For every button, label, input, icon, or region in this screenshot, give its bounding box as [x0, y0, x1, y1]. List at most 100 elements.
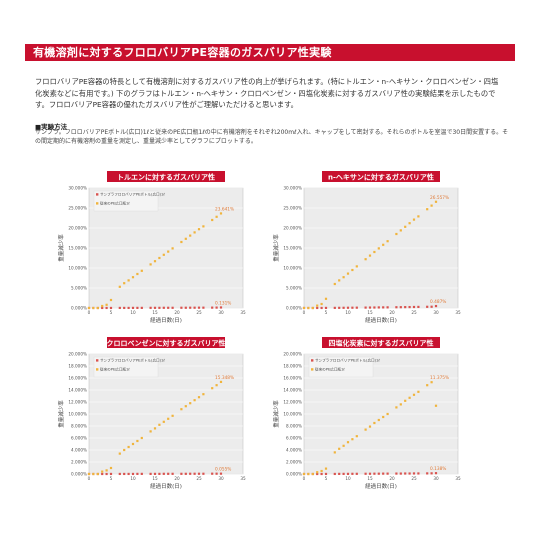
data-point-conventional: [434, 200, 438, 203]
data-point-fluoro: [215, 472, 218, 475]
data-point-fluoro: [342, 472, 345, 475]
data-point-conventional: [171, 414, 174, 417]
data-point-conventional: [342, 276, 345, 279]
data-point-fluoro: [364, 472, 367, 475]
y-tick-label: 10.000%: [283, 412, 302, 417]
x-tick-label: 15: [152, 476, 158, 481]
data-point-fluoro: [136, 306, 139, 309]
chart-panel-chlorobenzene: クロロベンゼンに対するガスバリア性 0.000% 2.000% 4.000% 6.000…: [55, 334, 255, 494]
data-point-fluoro: [180, 472, 183, 475]
data-point-fluoro: [404, 306, 407, 309]
y-tick-label: 0.000%: [71, 472, 87, 477]
data-point-conventional: [399, 403, 402, 406]
data-point-fluoro: [426, 305, 429, 308]
chart-svg-carbon-tetrachloride: 四塩化炭素に対するガスバリア性 0.000% 2.000% 4.000% 6.000% 8…: [272, 337, 461, 490]
data-point-fluoro: [171, 472, 174, 475]
data-point-fluoro: [215, 306, 218, 309]
data-point-conventional: [417, 390, 420, 393]
data-point-conventional: [131, 276, 135, 279]
data-point-conventional: [92, 472, 95, 476]
data-point-conventional: [408, 222, 411, 225]
data-point-fluoro: [140, 306, 143, 309]
x-tick-label: 30: [218, 310, 224, 315]
chart-panel-hexane: n-ヘキサンに対するガスバリア性 0.000% 5.000% 10.000% 15.00…: [270, 168, 470, 328]
legend-box: [93, 190, 159, 212]
y-tick-label: 12.000%: [283, 400, 302, 405]
data-point-fluoro: [412, 472, 416, 475]
data-point-fluoro: [377, 472, 380, 475]
data-label: 0.487%: [430, 299, 446, 305]
data-point-fluoro: [430, 472, 433, 475]
chart-title: クロロベンゼンに対するガスバリア性: [107, 339, 226, 348]
y-axis-label: 重量減少率: [272, 400, 280, 428]
x-tick-label: 15: [367, 476, 373, 481]
y-tick-label: 30.000%: [283, 186, 302, 191]
data-point-conventional: [368, 425, 372, 428]
legend-label: 従来のPE広口瓶1ℓ: [100, 201, 130, 206]
data-point-fluoro: [355, 306, 358, 309]
x-tick-label: 10: [345, 310, 351, 315]
data-point-fluoro: [211, 306, 214, 309]
data-point-fluoro: [109, 472, 113, 476]
x-tick-label: 25: [411, 310, 417, 315]
data-point-conventional: [162, 253, 165, 256]
data-point-fluoro: [408, 472, 411, 475]
data-point-fluoro: [158, 306, 161, 309]
data-point-conventional: [158, 256, 161, 260]
data-point-conventional: [311, 472, 314, 476]
data-point-conventional: [386, 240, 389, 243]
data-point-conventional: [189, 402, 192, 405]
data-point-conventional: [105, 469, 108, 472]
data-point-conventional: [193, 231, 196, 234]
data-point-fluoro: [193, 306, 196, 309]
data-point-conventional: [149, 430, 152, 433]
x-tick-label: 25: [196, 476, 202, 481]
data-label: 0.138%: [430, 466, 446, 472]
data-point-fluoro: [395, 306, 398, 309]
x-tick-label: 15: [152, 310, 158, 315]
data-point-fluoro: [118, 472, 121, 476]
x-tick-label: 0: [88, 476, 91, 481]
data-point-fluoro: [202, 306, 205, 309]
data-point-fluoro: [346, 472, 350, 475]
x-tick-label: 30: [218, 476, 224, 481]
data-point-conventional: [109, 466, 113, 470]
data-point-fluoro: [368, 472, 372, 475]
data-point-fluoro: [180, 306, 183, 309]
data-point-conventional: [118, 285, 121, 288]
data-point-conventional: [324, 297, 328, 300]
data-point-fluoro: [417, 472, 420, 475]
data-point-conventional: [123, 282, 126, 285]
data-point-conventional: [140, 436, 143, 440]
data-point-fluoro: [197, 306, 201, 309]
data-label: 23.641%: [215, 206, 234, 212]
data-point-fluoro: [158, 472, 161, 475]
data-point-fluoro: [167, 472, 170, 475]
data-point-fluoro: [395, 472, 398, 475]
x-axis-label: 経過日数(日): [150, 316, 182, 324]
data-point-fluoro: [149, 472, 152, 475]
data-point-conventional: [373, 250, 376, 254]
data-point-fluoro: [412, 305, 416, 309]
data-point-fluoro: [320, 472, 323, 476]
data-point-conventional: [338, 447, 341, 450]
y-tick-label: 25.000%: [283, 206, 302, 211]
data-point-conventional: [364, 258, 367, 261]
data-point-conventional: [197, 396, 201, 399]
y-tick-label: 30.000%: [68, 186, 87, 191]
legend-label: サンプラフロロバリアPEボトル(広口)1ℓ: [315, 358, 380, 363]
data-point-fluoro: [351, 472, 354, 475]
data-point-fluoro: [368, 306, 372, 309]
x-tick-label: 5: [110, 476, 113, 481]
data-point-conventional: [368, 254, 372, 257]
data-point-conventional: [131, 442, 135, 446]
chart-title-bar: [107, 337, 225, 348]
chart-title: 四塩化炭素に対するガスバリア性: [329, 339, 434, 348]
data-point-conventional: [404, 225, 407, 228]
data-point-conventional: [171, 247, 174, 250]
data-point-conventional: [197, 228, 201, 231]
data-point-conventional: [87, 306, 91, 310]
data-point-conventional: [127, 445, 130, 449]
y-tick-label: 18.000%: [68, 364, 87, 369]
data-point-fluoro: [364, 306, 367, 309]
